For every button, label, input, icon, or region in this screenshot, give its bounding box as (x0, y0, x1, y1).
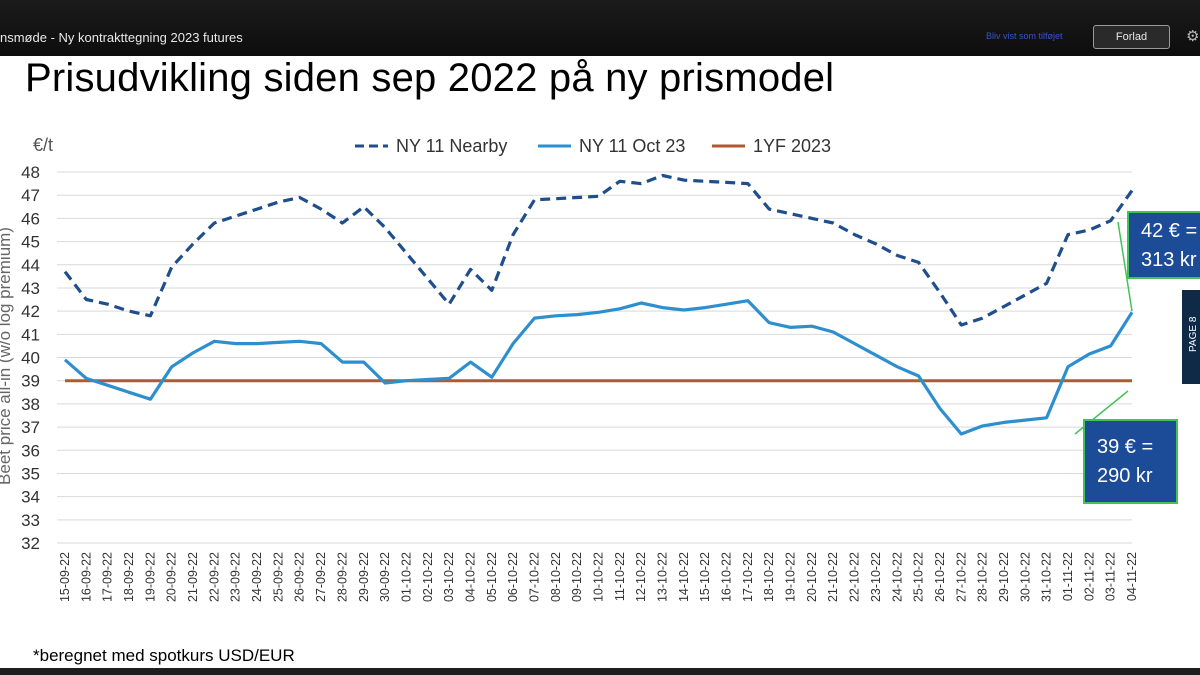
callout-42-line2: 313 kr (1141, 249, 1197, 271)
x-tick-label: 16-10-22 (720, 552, 734, 602)
x-tick-label: 28-09-22 (335, 552, 349, 602)
x-tick-label: 09-10-22 (570, 552, 584, 602)
x-tick-label: 22-10-22 (848, 552, 862, 602)
y-tick-label: 32 (21, 534, 40, 553)
x-tick-label: 03-10-22 (442, 552, 456, 602)
y-tick-label: 33 (21, 511, 40, 530)
x-tick-label: 23-10-22 (869, 552, 883, 602)
y-tick-label: 47 (21, 186, 40, 205)
x-tick-label: 29-09-22 (357, 552, 371, 602)
y-tick-label: 35 (21, 464, 40, 483)
y-tick-label: 46 (21, 209, 40, 228)
series-line-ny11-oct23 (63, 299, 1134, 436)
x-tick-label: 04-11-22 (1125, 552, 1139, 601)
x-tick-label: 24-09-22 (250, 552, 264, 602)
x-tick-label: 08-10-22 (549, 552, 563, 602)
x-tick-label: 14-10-22 (677, 552, 691, 602)
bottom-frame (0, 668, 1200, 675)
x-tick-label: 04-10-22 (463, 552, 477, 602)
chart-series (63, 173, 1134, 436)
legend-label: NY 11 Oct 23 (579, 136, 685, 156)
y-tick-label: 45 (21, 233, 40, 252)
x-tick-label: 15-10-22 (698, 552, 712, 602)
footnote: *beregnet med spotkurs USD/EUR (33, 646, 295, 665)
x-tick-label: 13-10-22 (656, 552, 670, 602)
x-tick-label: 15-09-22 (58, 552, 72, 602)
meeting-toolbar (0, 0, 1200, 56)
x-tick-label: 18-10-22 (762, 552, 776, 602)
x-tick-label: 19-09-22 (143, 552, 157, 602)
y-tick-label: 38 (21, 395, 40, 414)
x-tick-label: 21-09-22 (186, 552, 200, 602)
x-tick-label: 17-09-22 (101, 552, 115, 602)
y-tick-label: 39 (21, 372, 40, 391)
meeting-title: nsmøde - Ny kontrakttegning 2023 futures (0, 30, 243, 45)
x-tick-label: 02-11-22 (1082, 552, 1096, 601)
x-tick-label: 17-10-22 (741, 552, 755, 602)
x-tick-label: 28-10-22 (976, 552, 990, 602)
callout-42-line1: 42 € = (1141, 220, 1198, 242)
y-tick-label: 42 (21, 302, 40, 321)
leave-button[interactable]: Forlad (1093, 25, 1170, 49)
callout-42-pointer (1117, 221, 1133, 312)
y-unit-label: €/t (33, 135, 53, 155)
legend-label: 1YF 2023 (753, 136, 831, 156)
x-tick-label: 26-09-22 (293, 552, 307, 602)
x-tick-label: 26-10-22 (933, 552, 947, 602)
x-tick-label: 01-11-22 (1061, 552, 1075, 601)
x-tick-label: 16-09-22 (79, 552, 93, 602)
chart-legend: NY 11 Nearby NY 11 Oct 23 1YF 2023 (355, 136, 831, 156)
x-tick-label: 07-10-22 (527, 552, 541, 602)
x-tick-label: 18-09-22 (122, 552, 136, 602)
callout-39-line1: 39 € = (1097, 436, 1154, 458)
callout-42-eur: 42 € = 313 kr (1127, 211, 1200, 279)
x-tick-label: 11-10-22 (613, 552, 627, 601)
x-tick-label: 29-10-22 (997, 552, 1011, 602)
callout-39-line2: 290 kr (1097, 465, 1153, 487)
legend-label: NY 11 Nearby (396, 136, 507, 156)
x-tick-label: 27-10-22 (954, 552, 968, 602)
x-tick-label: 02-10-22 (421, 552, 435, 602)
x-tick-label: 25-10-22 (912, 552, 926, 602)
x-tick-label: 23-09-22 (229, 552, 243, 602)
slide-title: Prisudvikling siden sep 2022 på ny prism… (25, 56, 835, 100)
x-tick-label: 27-09-22 (314, 552, 328, 602)
x-tick-label: 31-10-22 (1040, 552, 1054, 602)
series-line-ny11-nearby (63, 173, 1134, 327)
y-tick-label: 40 (21, 349, 40, 368)
side-page-tab-label: PAGE 8 (1188, 316, 1199, 352)
y-tick-label: 48 (21, 163, 40, 182)
x-tick-label: 22-09-22 (207, 552, 221, 602)
x-tick-label: 20-09-22 (165, 552, 179, 602)
y-tick-label: 34 (21, 488, 40, 507)
x-tick-label: 10-10-22 (592, 552, 606, 602)
gear-icon[interactable]: ⚙ (1186, 28, 1200, 45)
chart-gridlines (57, 171, 1132, 544)
callout-39-eur: 39 € = 290 kr (1083, 419, 1178, 504)
meeting-link[interactable]: Bliv vist som tilføjet (986, 31, 1063, 41)
x-tick-label: 03-11-22 (1104, 552, 1118, 601)
y-tick-label: 43 (21, 279, 40, 298)
x-tick-label: 24-10-22 (890, 552, 904, 602)
y-tick-label: 36 (21, 441, 40, 460)
x-tick-label: 01-10-22 (399, 552, 413, 602)
side-page-tab[interactable]: PAGE 8 (1182, 290, 1200, 384)
x-tick-label: 25-09-22 (271, 552, 285, 602)
x-tick-label: 30-10-22 (1018, 552, 1032, 602)
x-tick-label: 06-10-22 (506, 552, 520, 602)
x-tick-label: 20-10-22 (805, 552, 819, 602)
x-tick-label: 19-10-22 (784, 552, 798, 602)
y-tick-label: 44 (21, 256, 40, 275)
x-tick-label: 05-10-22 (485, 552, 499, 602)
y-tick-label: 37 (21, 418, 40, 437)
x-tick-label: 21-10-22 (826, 552, 840, 602)
x-tick-label: 12-10-22 (634, 552, 648, 602)
y-axis-title: Beet price all-in (w/o log premium) (0, 227, 14, 485)
chart-axes: 32 33 34 35 36 37 38 39 40 41 42 43 44 45 46 47 48 €/t Bee… (0, 135, 1139, 602)
x-tick-label: 30-09-22 (378, 552, 392, 602)
y-tick-label: 41 (21, 325, 40, 344)
